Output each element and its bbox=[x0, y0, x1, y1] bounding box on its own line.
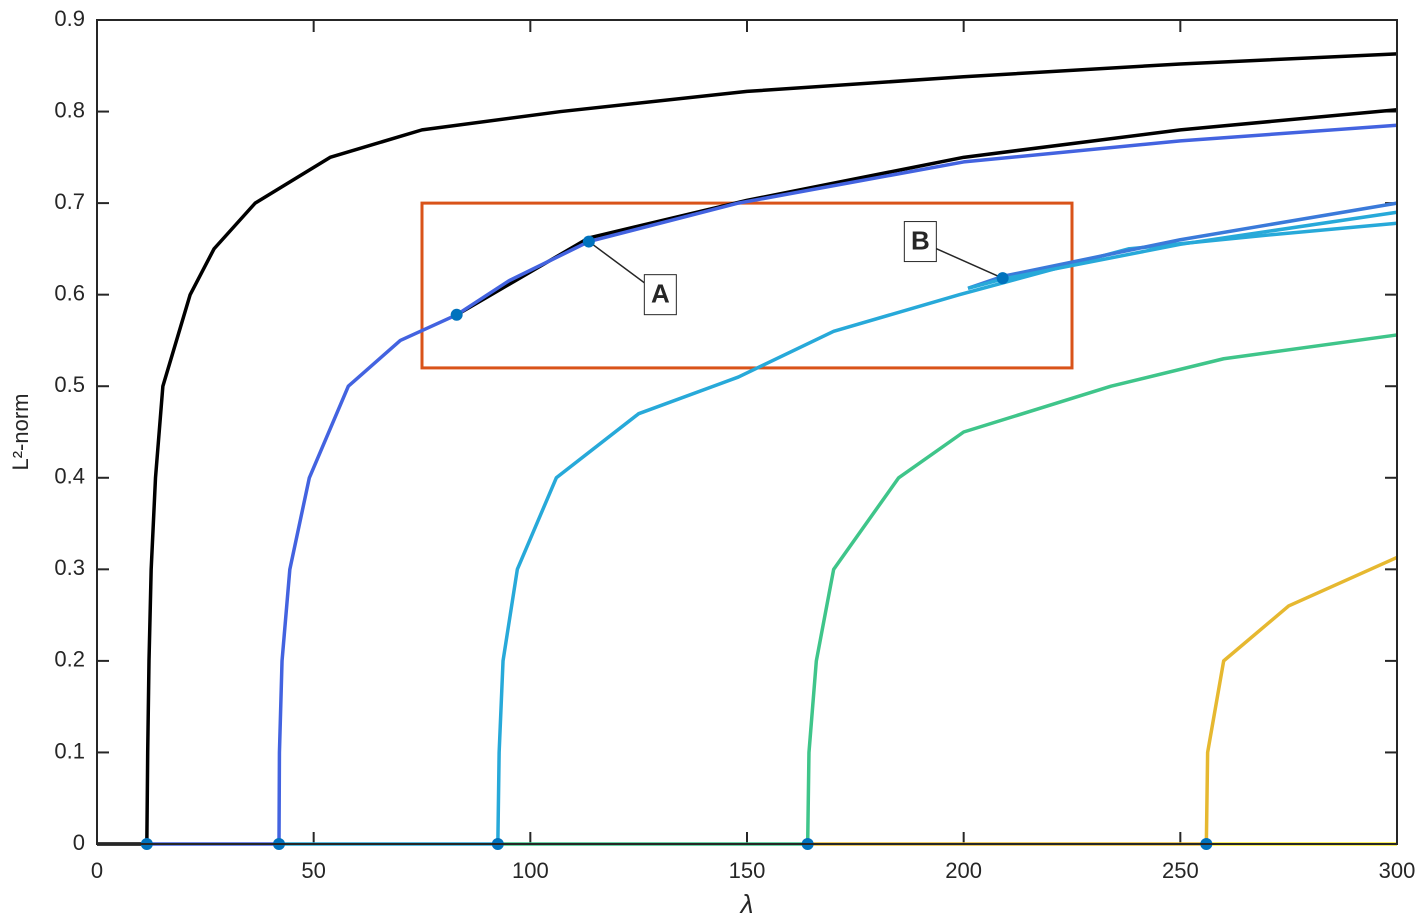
annotation-label: B bbox=[911, 225, 930, 255]
y-tick-label: 0.4 bbox=[54, 464, 85, 489]
x-tick-label: 100 bbox=[512, 858, 549, 883]
y-tick-label: 0.8 bbox=[54, 97, 85, 122]
plot-frame bbox=[96, 19, 1398, 845]
y-tick-label: 0.3 bbox=[54, 555, 85, 580]
x-tick-label: 300 bbox=[1379, 858, 1416, 883]
curve bbox=[1204, 555, 1398, 845]
y-tick-label: 0.9 bbox=[54, 6, 85, 31]
bifurcation-point bbox=[582, 235, 595, 248]
x-tick-label: 50 bbox=[301, 858, 325, 883]
curve bbox=[805, 333, 1398, 845]
bifurcation-point bbox=[996, 272, 1009, 285]
curve bbox=[145, 52, 1398, 845]
curve bbox=[967, 210, 1398, 290]
x-tick-label: 250 bbox=[1162, 858, 1199, 883]
y-tick-label: 0.5 bbox=[54, 372, 85, 397]
x-axis-label: λ bbox=[739, 889, 754, 919]
y-tick-label: 0.7 bbox=[54, 189, 85, 214]
curve bbox=[455, 107, 1398, 317]
x-tick-label: 150 bbox=[729, 858, 766, 883]
bifurcation-point bbox=[450, 308, 463, 321]
y-tick-label: 0 bbox=[73, 830, 85, 855]
y-tick-label: 0.2 bbox=[54, 647, 85, 672]
curve bbox=[277, 123, 1398, 845]
annotation-box bbox=[903, 221, 937, 263]
x-tick-label: 0 bbox=[91, 858, 103, 883]
x-tick-label: 200 bbox=[945, 858, 982, 883]
annotation-label: A bbox=[651, 279, 670, 309]
y-axis-label: L²-norm bbox=[8, 393, 33, 470]
y-tick-label: 0.6 bbox=[54, 280, 85, 305]
curve bbox=[496, 221, 1398, 845]
y-tick-label: 0.1 bbox=[54, 738, 85, 763]
annotation-box bbox=[643, 274, 677, 316]
